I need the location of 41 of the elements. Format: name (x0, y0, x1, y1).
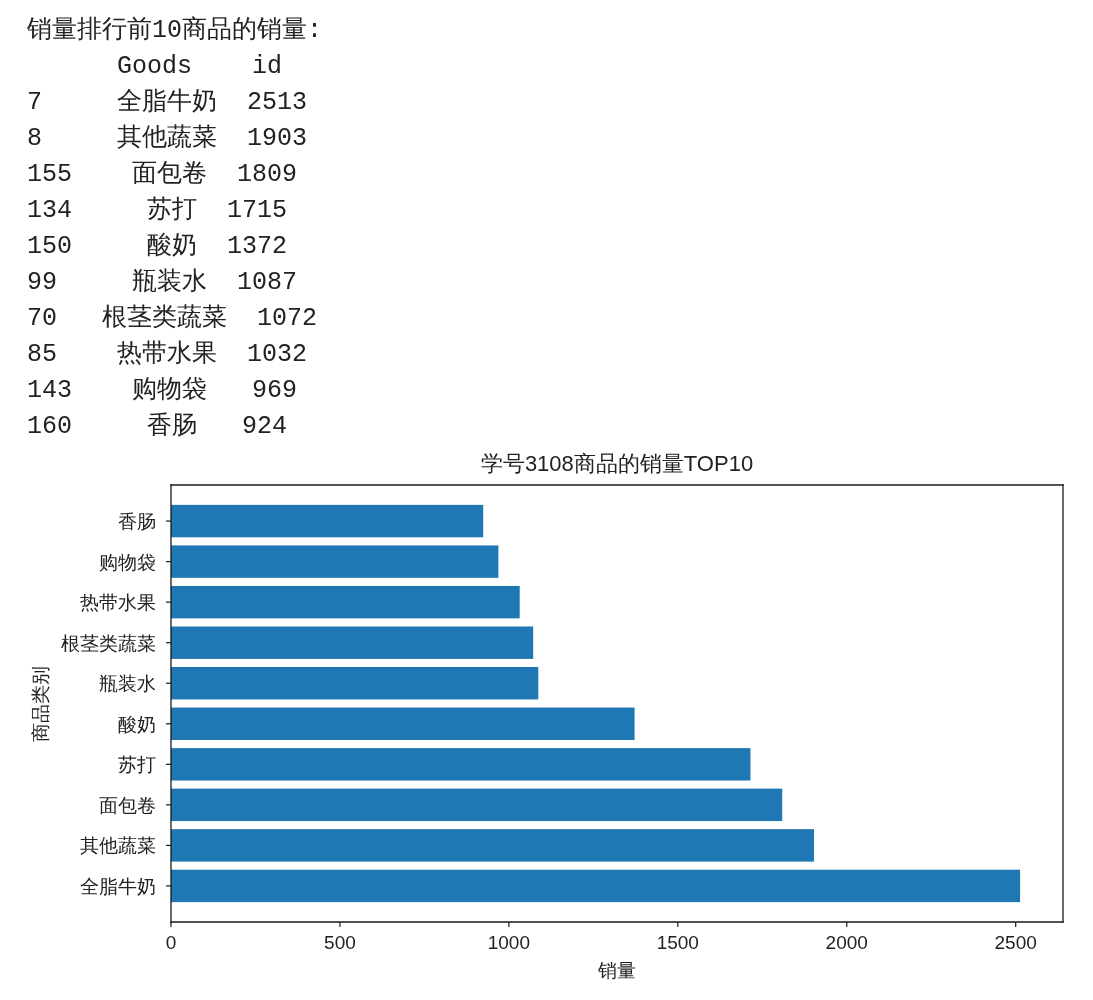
x-tick-label: 1500 (656, 932, 699, 953)
text: 150 酸奶 1372 (27, 232, 288, 261)
y-tick-label: 苏打 (118, 754, 156, 776)
text: 143 购物袋 969 (27, 376, 298, 405)
y-tick-label: 热带水果 (80, 592, 156, 614)
x-tick-label: 1000 (487, 932, 531, 953)
chart-title: 学号3108商品的销量TOP10 (480, 451, 754, 476)
text: 85 热带水果 1032 (27, 340, 308, 369)
x-tick-label: 2000 (825, 932, 868, 953)
bar (171, 829, 814, 862)
bar (171, 504, 484, 538)
y-tick-label: 其他蔬菜 (80, 835, 156, 857)
y-tick-label: 面包卷 (99, 794, 156, 816)
y-tick-label: 根茎类蔬菜 (61, 632, 156, 654)
y-tick-label: 全脂牛奶 (80, 875, 156, 897)
y-tick-label: 购物袋 (99, 551, 156, 573)
bar (171, 585, 520, 619)
bar (171, 748, 751, 781)
text: 134 苏打 1715 (27, 196, 288, 225)
text: 8 其他蔬菜 1903 (27, 124, 308, 153)
text: 销量排行前10商品的销量: (26, 15, 323, 45)
bar (171, 788, 783, 822)
text: 160 香肠 924 (27, 412, 288, 441)
text: 99 瓶装水 1087 (27, 268, 298, 297)
y-tick-label: 酸奶 (118, 713, 156, 735)
x-axis-title: 销量 (597, 960, 636, 981)
x-tick-label: 0 (165, 932, 177, 953)
x-tick-label: 2500 (994, 932, 1037, 953)
bar (171, 667, 539, 700)
bar (171, 869, 1021, 903)
y-axis-title: 商品类别 (29, 665, 51, 742)
text: 155 面包卷 1809 (27, 160, 298, 189)
text: 7 全脂牛奶 2513 (27, 88, 308, 117)
bar (171, 626, 534, 659)
y-tick-label: 香肠 (118, 511, 156, 533)
bar (171, 707, 635, 740)
bar (171, 545, 499, 578)
text: Goods id (27, 52, 283, 81)
x-tick-label: 500 (324, 932, 356, 953)
text: 70 根茎类蔬菜 1072 (27, 304, 318, 333)
y-tick-label: 瓶装水 (99, 673, 156, 695)
